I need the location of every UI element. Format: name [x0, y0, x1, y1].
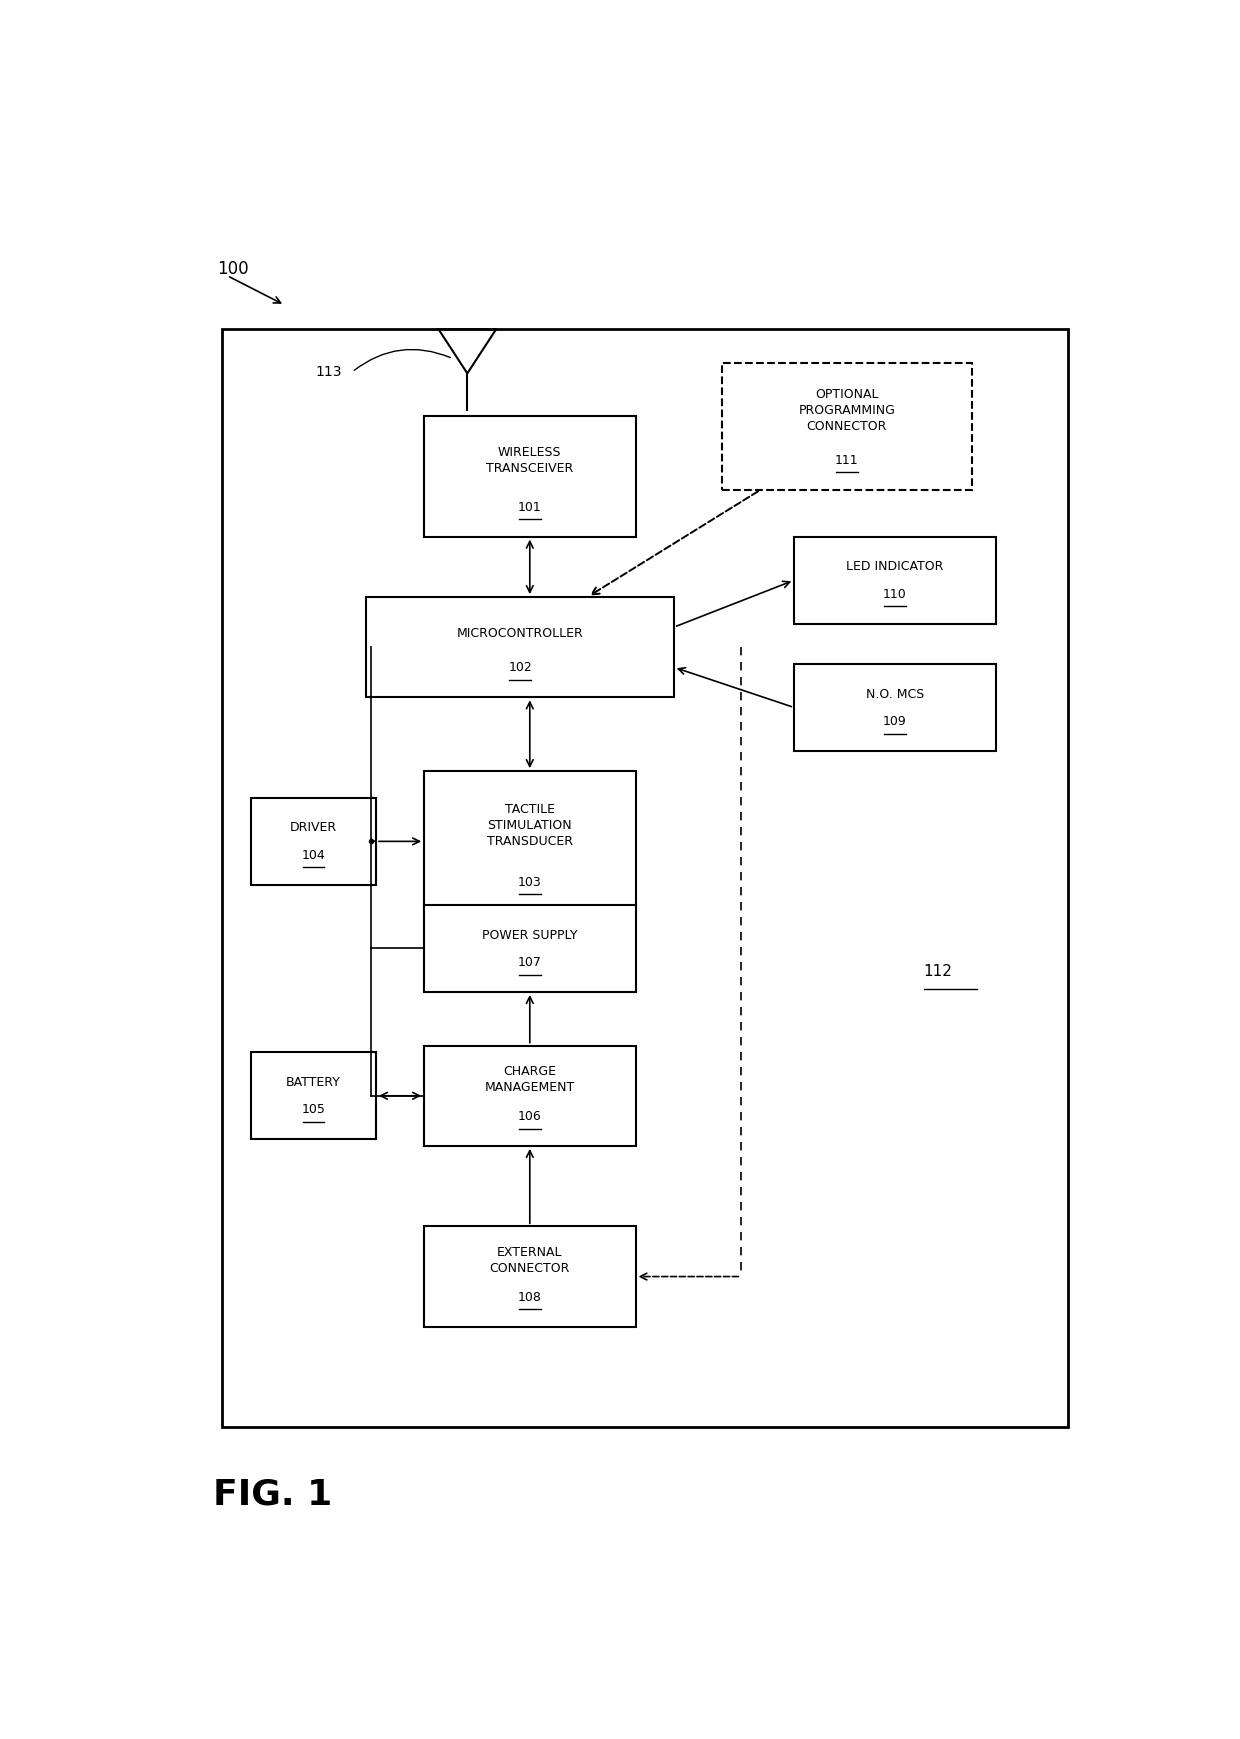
Bar — [424, 416, 635, 537]
Text: 109: 109 — [883, 715, 906, 729]
Text: 101: 101 — [518, 501, 542, 513]
Text: 107: 107 — [518, 956, 542, 969]
Text: LED INDICATOR: LED INDICATOR — [846, 560, 944, 574]
Text: OPTIONAL
PROGRAMMING
CONNECTOR: OPTIONAL PROGRAMMING CONNECTOR — [799, 388, 895, 433]
Text: 111: 111 — [835, 454, 859, 466]
Bar — [794, 664, 996, 751]
Text: 110: 110 — [883, 588, 906, 600]
Text: MICROCONTROLLER: MICROCONTROLLER — [456, 628, 584, 640]
Bar — [794, 537, 996, 624]
Bar — [367, 596, 675, 697]
Bar — [222, 329, 1068, 1428]
Bar — [250, 1052, 376, 1139]
Bar — [424, 770, 635, 911]
Bar — [424, 1226, 635, 1327]
Text: 108: 108 — [518, 1290, 542, 1304]
Text: 106: 106 — [518, 1109, 542, 1123]
Text: N.O. MCS: N.O. MCS — [866, 687, 924, 701]
Text: FIG. 1: FIG. 1 — [213, 1476, 332, 1511]
Text: POWER SUPPLY: POWER SUPPLY — [482, 929, 578, 941]
Text: 102: 102 — [508, 661, 532, 675]
Text: TACTILE
STIMULATION
TRANSDUCER: TACTILE STIMULATION TRANSDUCER — [487, 803, 573, 849]
Text: WIRELESS
TRANSCEIVER: WIRELESS TRANSCEIVER — [486, 445, 573, 475]
Text: 113: 113 — [316, 365, 342, 379]
Text: 112: 112 — [924, 965, 952, 979]
Text: 100: 100 — [217, 259, 249, 278]
Text: 104: 104 — [301, 849, 325, 863]
Text: DRIVER: DRIVER — [290, 821, 337, 835]
Text: 105: 105 — [301, 1103, 326, 1116]
Bar — [424, 1045, 635, 1146]
Bar — [250, 798, 376, 885]
Text: EXTERNAL
CONNECTOR: EXTERNAL CONNECTOR — [490, 1245, 570, 1275]
Text: BATTERY: BATTERY — [286, 1076, 341, 1089]
Bar — [722, 363, 972, 490]
Text: 103: 103 — [518, 876, 542, 889]
Bar — [424, 904, 635, 991]
Text: CHARGE
MANAGEMENT: CHARGE MANAGEMENT — [485, 1066, 575, 1094]
